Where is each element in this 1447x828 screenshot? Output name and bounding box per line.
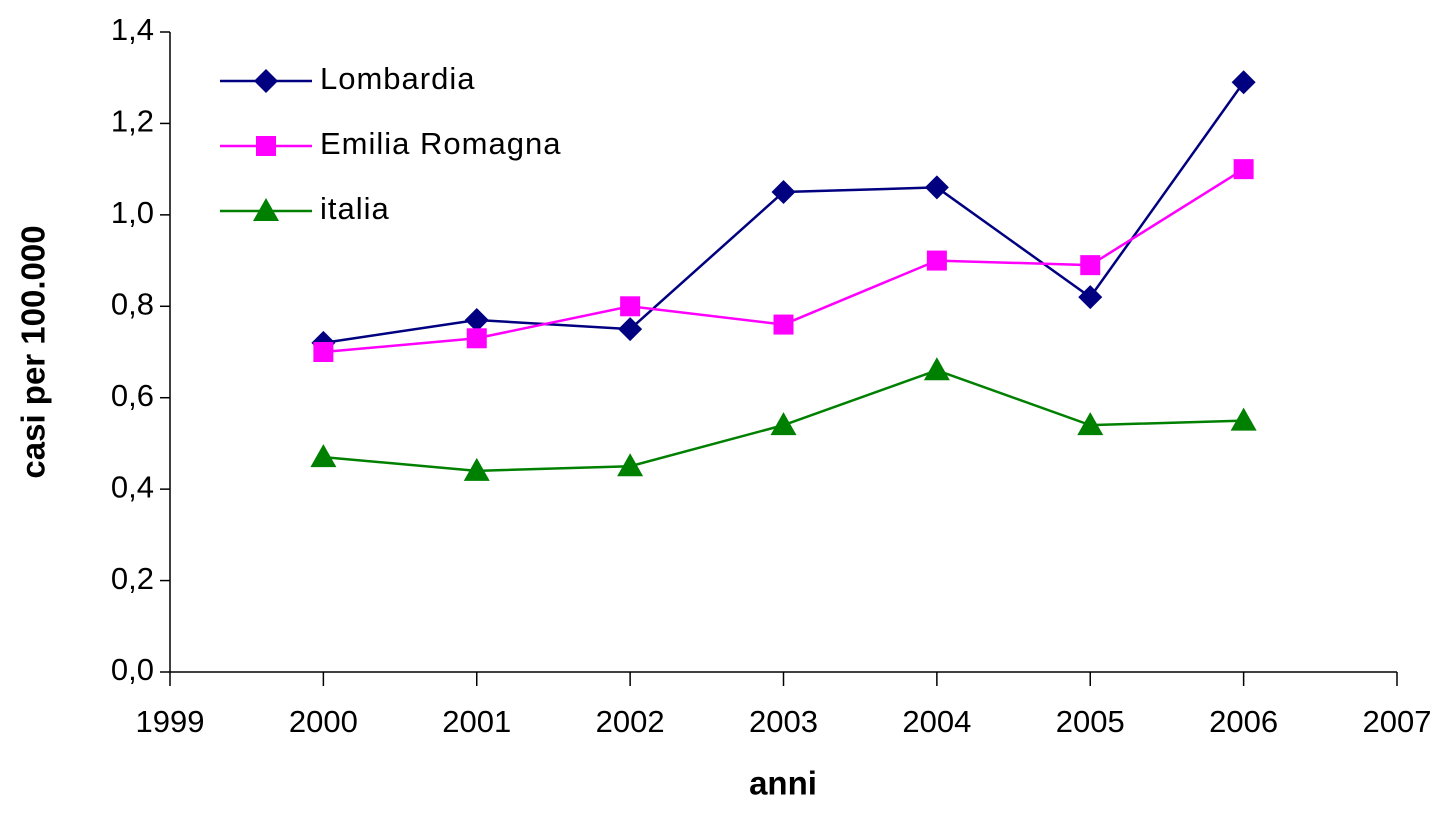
y-tick-label: 0,2 <box>111 561 154 596</box>
legend-label: italia <box>320 191 390 226</box>
marker <box>1078 285 1103 310</box>
x-tick-label: 2001 <box>442 704 511 739</box>
marker <box>1233 159 1254 180</box>
marker <box>254 69 278 93</box>
x-tick-label: 2002 <box>596 704 665 739</box>
marker <box>310 444 337 468</box>
x-tick-label: 2004 <box>902 704 971 739</box>
x-tick-label: 2005 <box>1056 704 1125 739</box>
marker <box>1080 255 1101 276</box>
legend-label: Lombardia <box>320 61 475 96</box>
marker <box>620 296 641 317</box>
marker <box>923 357 950 381</box>
marker <box>464 308 489 332</box>
y-tick-label: 0,8 <box>111 286 154 321</box>
marker <box>773 314 794 335</box>
marker <box>253 198 279 221</box>
y-tick-label: 1,2 <box>111 104 154 139</box>
x-tick-label: 2000 <box>289 704 358 739</box>
series-line <box>323 81 1245 345</box>
x-tick-label: 2007 <box>1363 704 1432 739</box>
marker <box>618 317 643 342</box>
marker <box>463 457 490 481</box>
marker <box>1230 407 1257 431</box>
x-tick-label: 1999 <box>136 704 205 739</box>
y-tick-label: 0,4 <box>111 469 154 504</box>
marker <box>313 342 334 362</box>
marker <box>1231 70 1256 95</box>
marker <box>770 412 797 436</box>
y-tick-label: 0,6 <box>111 378 154 413</box>
y-tick-label: 0,0 <box>111 652 154 687</box>
marker <box>1077 412 1104 436</box>
x-tick-label: 2006 <box>1209 704 1278 739</box>
marker <box>466 328 487 349</box>
marker <box>926 250 947 271</box>
y-tick-label: 1,4 <box>111 12 154 47</box>
marker <box>924 175 949 200</box>
marker <box>617 453 644 477</box>
marker <box>771 180 796 204</box>
legend-label: Emilia Romagna <box>320 126 561 161</box>
y-tick-label: 1,0 <box>111 195 154 230</box>
x-tick-label: 2003 <box>749 704 818 739</box>
marker <box>256 136 276 156</box>
x-axis-label: anni <box>749 765 817 802</box>
y-axis-label: casi per 100.000 <box>15 225 52 478</box>
